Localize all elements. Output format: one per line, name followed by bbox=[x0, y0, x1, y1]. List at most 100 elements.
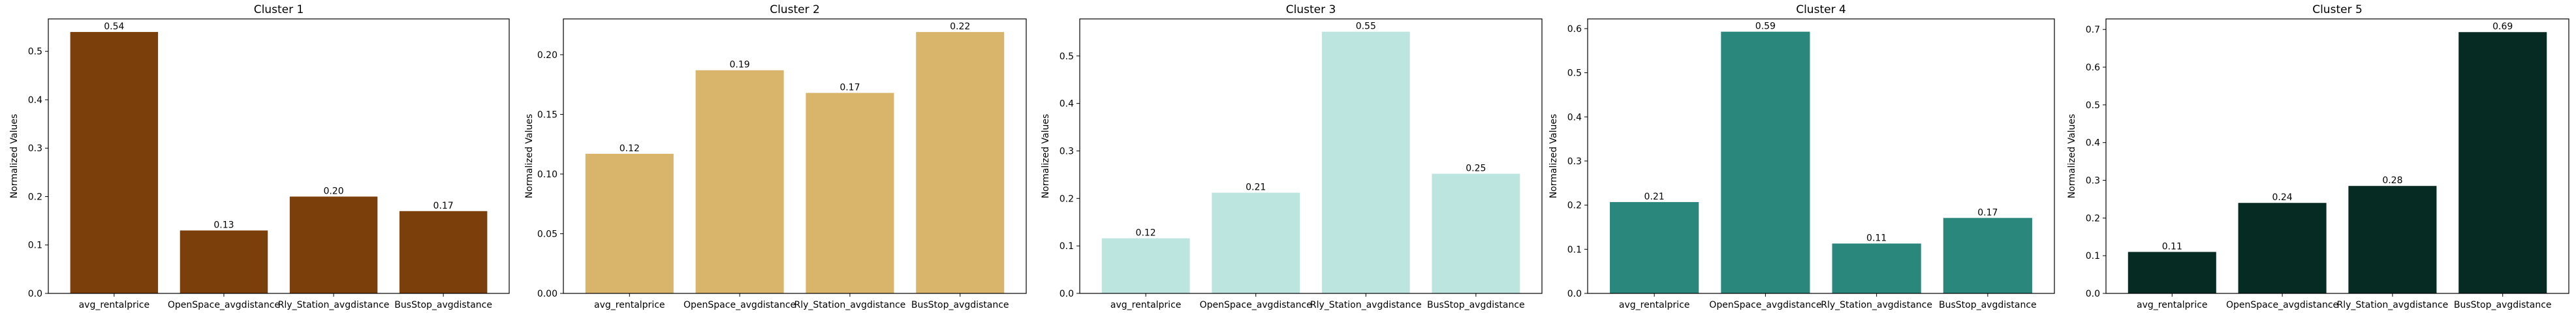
y-axis-label: Normalized Values bbox=[9, 114, 20, 199]
x-tick-label: avg_rentalprice bbox=[79, 300, 150, 310]
bar-1 bbox=[2128, 252, 2216, 293]
y-tick-label: 0.2 bbox=[1567, 201, 1582, 211]
y-tick-label: 0.5 bbox=[1060, 52, 1074, 62]
y-tick-label: 0.5 bbox=[28, 47, 42, 57]
chart-panel-4: Cluster 4 0.21 0.59 0.11 0.17 0.0 0.1 0.2 0.3 0.4… bbox=[1548, 3, 2055, 310]
bar-4 bbox=[2458, 32, 2547, 293]
chart-panel-3: Cluster 3 0.12 0.21 0.55 0.25 0.0 0.1 0.2 0.3 0.4… bbox=[1041, 3, 1543, 310]
bar-2 bbox=[695, 70, 784, 294]
plot-frame bbox=[2105, 18, 2569, 294]
bar-4 bbox=[1943, 218, 2032, 293]
x-tick-label: avg_rentalprice bbox=[2137, 300, 2208, 310]
y-axis-label: Normalized Values bbox=[2067, 114, 2077, 199]
y-tick-label: 0.4 bbox=[1567, 112, 1582, 123]
x-tick-label: Rly_Station_avgdistance bbox=[1310, 300, 1422, 310]
bar-value-label: 0.13 bbox=[213, 220, 234, 230]
plot-frame bbox=[563, 18, 1027, 294]
x-tick-label: Rly_Station_avgdistance bbox=[278, 300, 390, 310]
bar-value-label: 0.17 bbox=[840, 82, 860, 93]
y-tick-label: 0.3 bbox=[2086, 176, 2100, 186]
y-axis-label: Normalized Values bbox=[1041, 114, 1051, 199]
y-tick-label: 0.2 bbox=[2086, 213, 2100, 224]
x-tick-label: BusStop_avgdistance bbox=[1939, 300, 2037, 310]
x-tick-label: OpenSpace_avgdistance bbox=[683, 300, 796, 310]
x-tick-label: OpenSpace_avgdistance bbox=[2226, 300, 2338, 310]
bar-value-label: 0.12 bbox=[620, 143, 640, 154]
x-tick-label: avg_rentalprice bbox=[594, 300, 665, 310]
y-tick-label: 0.6 bbox=[2086, 63, 2100, 73]
x-tick-label: OpenSpace_avgdistance bbox=[1709, 300, 1821, 310]
y-tick-label: 0.5 bbox=[1567, 68, 1582, 79]
bar-4 bbox=[1432, 173, 1520, 293]
bar-1 bbox=[1610, 201, 1699, 293]
y-tick-label: 0.0 bbox=[1060, 289, 1074, 299]
bar-1 bbox=[1101, 238, 1190, 293]
y-tick-label: 0.4 bbox=[28, 95, 42, 106]
bar-value-label: 0.21 bbox=[1246, 183, 1266, 193]
y-tick-label: 0.20 bbox=[537, 50, 558, 61]
bar-value-label: 0.28 bbox=[2382, 175, 2402, 186]
bar-value-label: 0.20 bbox=[323, 186, 343, 196]
y-tick-label: 0.2 bbox=[28, 192, 42, 202]
y-tick-label: 0.1 bbox=[1060, 241, 1074, 252]
chart-title: Cluster 4 bbox=[1796, 3, 1846, 16]
bar-value-label: 0.54 bbox=[104, 22, 124, 32]
x-tick-label: avg_rentalprice bbox=[1619, 300, 1690, 310]
bar-value-label: 0.11 bbox=[1866, 233, 1887, 244]
y-axis-label: Normalized Values bbox=[1548, 114, 1559, 199]
bar-3 bbox=[1321, 31, 1410, 294]
x-tick-label: Rly_Station_avgdistance bbox=[1821, 300, 1932, 310]
bar-value-label: 0.59 bbox=[1755, 22, 1776, 32]
bar-value-label: 0.22 bbox=[950, 22, 970, 32]
y-tick-label: 0.2 bbox=[1060, 194, 1074, 204]
x-tick-label: BusStop_avgdistance bbox=[2454, 300, 2552, 310]
chart-panel-5: Cluster 5 0.11 0.24 0.28 0.69 0.0 0.1 0.2 0.3 0.4… bbox=[2067, 3, 2569, 310]
bar-1 bbox=[70, 32, 159, 294]
bar-value-label: 0.55 bbox=[1356, 22, 1376, 32]
y-axis-label: Normalized Values bbox=[524, 114, 535, 199]
plot-frame bbox=[1587, 18, 2055, 294]
bar-2 bbox=[1721, 31, 1810, 294]
x-tick-label: BusStop_avgdistance bbox=[394, 300, 492, 310]
bar-3 bbox=[289, 196, 378, 293]
x-tick-label: Rly_Station_avgdistance bbox=[2337, 300, 2449, 310]
y-tick-label: 0.5 bbox=[2086, 100, 2100, 111]
y-tick-label: 0.3 bbox=[28, 143, 42, 154]
y-tick-label: 0.0 bbox=[28, 289, 42, 299]
y-tick-label: 0.05 bbox=[537, 229, 558, 239]
plot-frame bbox=[48, 18, 510, 294]
plot-frame bbox=[1079, 18, 1543, 294]
y-tick-label: 0.4 bbox=[2086, 138, 2100, 149]
chart-title: Cluster 1 bbox=[254, 3, 304, 16]
chart-title: Cluster 5 bbox=[2312, 3, 2363, 16]
y-tick-label: 0.4 bbox=[1060, 99, 1074, 110]
y-tick-label: 0.1 bbox=[1567, 244, 1582, 255]
y-tick-label: 0.3 bbox=[1567, 156, 1582, 167]
bar-3 bbox=[2348, 186, 2437, 293]
bar-value-label: 0.69 bbox=[2492, 22, 2513, 32]
bar-value-label: 0.11 bbox=[2162, 241, 2182, 252]
bar-value-label: 0.12 bbox=[1136, 228, 1156, 239]
bar-3 bbox=[1832, 243, 1921, 293]
chart-panel-1: Cluster 1 0.54 0.13 0.20 0.17 0.0 0.1 0.2 0.3 0.4… bbox=[9, 3, 510, 310]
bar-value-label: 0.21 bbox=[1644, 192, 1665, 202]
x-tick-label: BusStop_avgdistance bbox=[1427, 300, 1525, 310]
bar-4 bbox=[399, 211, 488, 293]
x-tick-label: avg_rentalprice bbox=[1110, 300, 1182, 310]
y-tick-label: 0.00 bbox=[537, 289, 558, 299]
bar-3 bbox=[806, 93, 894, 294]
bar-value-label: 0.24 bbox=[2272, 192, 2293, 203]
bar-2 bbox=[1212, 192, 1300, 293]
y-tick-label: 0.10 bbox=[537, 170, 558, 180]
chart-title: Cluster 3 bbox=[1286, 3, 1336, 16]
x-tick-label: Rly_Station_avgdistance bbox=[794, 300, 906, 310]
bar-value-label: 0.17 bbox=[433, 201, 454, 211]
y-tick-label: 0.0 bbox=[1567, 289, 1582, 299]
x-tick-label: OpenSpace_avgdistance bbox=[1200, 300, 1312, 310]
x-tick-label: OpenSpace_avgdistance bbox=[168, 300, 280, 310]
bar-value-label: 0.19 bbox=[730, 60, 750, 70]
bar-2 bbox=[180, 230, 268, 293]
y-tick-label: 0.1 bbox=[28, 241, 42, 251]
bar-1 bbox=[585, 153, 674, 293]
